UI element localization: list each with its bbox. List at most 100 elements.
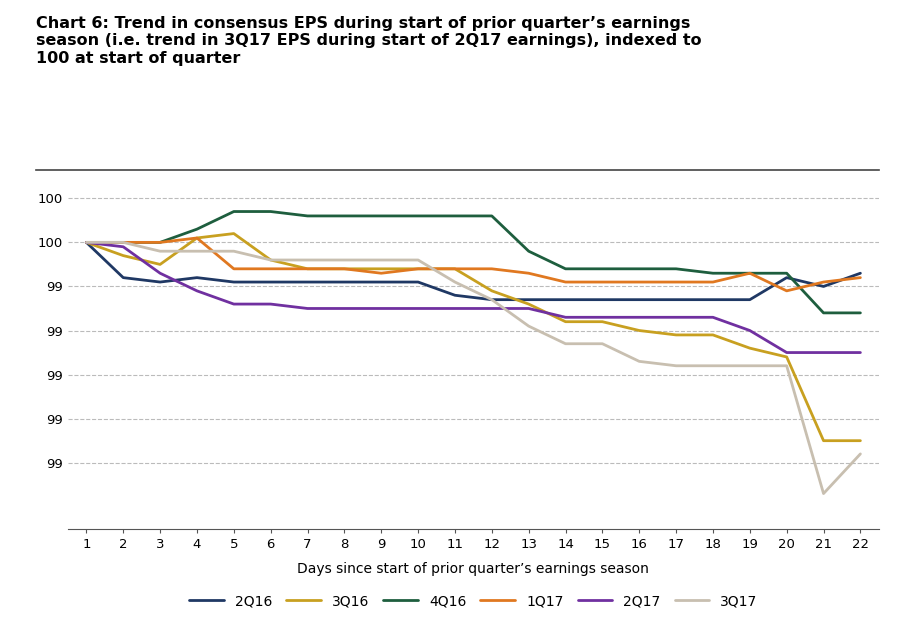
4Q16 xyxy=(118,238,129,246)
4Q16 xyxy=(524,247,535,255)
2Q17 xyxy=(449,304,460,312)
3Q17 xyxy=(265,256,276,264)
2Q17 xyxy=(376,304,387,312)
2Q17 xyxy=(339,304,350,312)
2Q16 xyxy=(634,296,645,303)
2Q17 xyxy=(265,300,276,308)
2Q16 xyxy=(524,296,535,303)
2Q17 xyxy=(155,269,166,277)
3Q17 xyxy=(670,362,681,370)
2Q16 xyxy=(155,278,166,286)
3Q17 xyxy=(745,362,756,370)
4Q16 xyxy=(487,212,497,220)
2Q17 xyxy=(412,304,423,312)
2Q17 xyxy=(597,313,608,321)
3Q17 xyxy=(634,358,645,365)
4Q16 xyxy=(855,309,866,317)
2Q17 xyxy=(524,304,535,312)
4Q16 xyxy=(818,309,829,317)
2Q17 xyxy=(670,313,681,321)
1Q17 xyxy=(487,265,497,272)
3Q16 xyxy=(449,265,460,272)
3Q16 xyxy=(855,437,866,444)
1Q17 xyxy=(376,269,387,277)
2Q16 xyxy=(265,278,276,286)
3Q16 xyxy=(745,344,756,352)
2Q17 xyxy=(708,313,718,321)
3Q17 xyxy=(818,490,829,497)
3Q16 xyxy=(265,256,276,264)
4Q16 xyxy=(302,212,313,220)
2Q16 xyxy=(560,296,571,303)
2Q16 xyxy=(376,278,387,286)
3Q17 xyxy=(781,362,792,370)
2Q17 xyxy=(302,304,313,312)
3Q17 xyxy=(155,247,166,255)
3Q17 xyxy=(597,340,608,347)
3Q17 xyxy=(302,256,313,264)
2Q16 xyxy=(228,278,239,286)
1Q17 xyxy=(597,278,608,286)
Line: 1Q17: 1Q17 xyxy=(86,238,861,291)
4Q16 xyxy=(670,265,681,272)
2Q17 xyxy=(191,287,202,295)
3Q17 xyxy=(560,340,571,347)
2Q17 xyxy=(745,327,756,335)
4Q16 xyxy=(560,265,571,272)
2Q17 xyxy=(855,349,866,356)
3Q17 xyxy=(708,362,718,370)
Line: 3Q17: 3Q17 xyxy=(86,242,861,494)
3Q17 xyxy=(339,256,350,264)
4Q16 xyxy=(597,265,608,272)
1Q17 xyxy=(708,278,718,286)
4Q16 xyxy=(228,208,239,215)
2Q16 xyxy=(855,269,866,277)
4Q16 xyxy=(339,212,350,220)
3Q17 xyxy=(228,247,239,255)
3Q16 xyxy=(670,331,681,338)
2Q17 xyxy=(81,238,92,246)
1Q17 xyxy=(781,287,792,295)
4Q16 xyxy=(265,208,276,215)
2Q16 xyxy=(708,296,718,303)
3Q17 xyxy=(81,238,92,246)
1Q17 xyxy=(191,234,202,242)
3Q16 xyxy=(412,265,423,272)
3Q16 xyxy=(118,252,129,260)
2Q16 xyxy=(412,278,423,286)
1Q17 xyxy=(265,265,276,272)
2Q17 xyxy=(228,300,239,308)
4Q16 xyxy=(708,269,718,277)
2Q16 xyxy=(302,278,313,286)
2Q17 xyxy=(634,313,645,321)
2Q17 xyxy=(560,313,571,321)
2Q16 xyxy=(781,274,792,281)
Line: 2Q17: 2Q17 xyxy=(86,242,861,353)
3Q16 xyxy=(487,287,497,295)
X-axis label: Days since start of prior quarter’s earnings season: Days since start of prior quarter’s earn… xyxy=(297,562,650,576)
1Q17 xyxy=(634,278,645,286)
2Q17 xyxy=(818,349,829,356)
2Q16 xyxy=(81,238,92,246)
3Q17 xyxy=(524,322,535,330)
3Q17 xyxy=(191,247,202,255)
1Q17 xyxy=(449,265,460,272)
Text: Chart 6: Trend in consensus EPS during start of prior quarter’s earnings
season : Chart 6: Trend in consensus EPS during s… xyxy=(36,16,702,66)
3Q16 xyxy=(81,238,92,246)
1Q17 xyxy=(155,238,166,246)
3Q16 xyxy=(708,331,718,338)
3Q17 xyxy=(412,256,423,264)
3Q16 xyxy=(818,437,829,444)
2Q16 xyxy=(818,283,829,290)
4Q16 xyxy=(781,269,792,277)
2Q16 xyxy=(487,296,497,303)
2Q16 xyxy=(191,274,202,281)
2Q16 xyxy=(339,278,350,286)
1Q17 xyxy=(302,265,313,272)
3Q16 xyxy=(781,353,792,361)
2Q16 xyxy=(597,296,608,303)
2Q16 xyxy=(118,274,129,281)
3Q16 xyxy=(524,300,535,308)
3Q16 xyxy=(191,234,202,242)
4Q16 xyxy=(412,212,423,220)
